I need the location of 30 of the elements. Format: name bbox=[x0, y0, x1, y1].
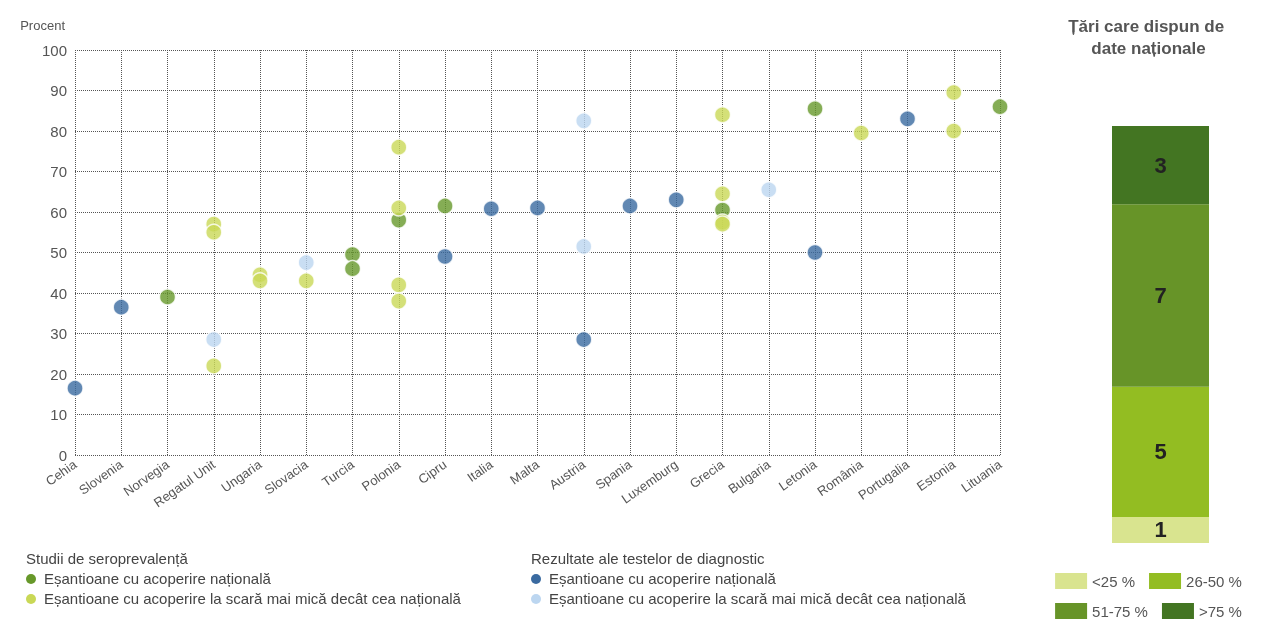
y-axis-title: Procent bbox=[20, 18, 66, 33]
data-label: 5 bbox=[1154, 439, 1167, 465]
y-tick-label: 10 bbox=[50, 406, 67, 423]
legend-label: Eșantioane cu acoperire la scară mai mică decât cea națională bbox=[549, 589, 966, 609]
legend-label: <25 % bbox=[1092, 572, 1136, 590]
y-tick-label: 40 bbox=[50, 284, 67, 302]
y-tick-label: 80 bbox=[50, 122, 67, 140]
legend-label: 26-50 % bbox=[1186, 572, 1242, 590]
y-tick-label: 70 bbox=[50, 163, 67, 180]
y-tick-label: 50 bbox=[50, 244, 67, 261]
legend-label: Eșantioane cu acoperire națională bbox=[44, 569, 271, 589]
data-label: 1 bbox=[1154, 517, 1167, 543]
y-tick-label: 20 bbox=[50, 365, 67, 383]
chart-title: Țări care dispun de date naționale bbox=[1068, 16, 1229, 58]
legend-label: >75 % bbox=[1198, 602, 1242, 620]
y-tick-label: 0 bbox=[58, 446, 67, 464]
y-tick-label: 60 bbox=[50, 203, 67, 221]
x-tick-label: Italia bbox=[464, 456, 497, 485]
y-tick-label: 30 bbox=[50, 325, 67, 342]
legend-label: Eșantioane cu acoperire națională bbox=[549, 569, 776, 589]
legend-label: Eșantioane cu acoperire la scară mai mică decât cea națională bbox=[44, 589, 461, 609]
x-tick-label: Cipru bbox=[415, 456, 450, 487]
data-label: 3 bbox=[1154, 152, 1167, 178]
text: Studii de seroprevalență bbox=[26, 550, 189, 567]
data-label: 7 bbox=[1154, 282, 1167, 308]
y-tick-label: 90 bbox=[50, 82, 67, 99]
y-tick-label: 100 bbox=[41, 41, 67, 59]
x-tick-label: Malta bbox=[507, 456, 543, 488]
text: Rezultate ale testelor de diagnostic bbox=[531, 550, 766, 567]
legend-label: 51-75 % bbox=[1092, 602, 1148, 620]
